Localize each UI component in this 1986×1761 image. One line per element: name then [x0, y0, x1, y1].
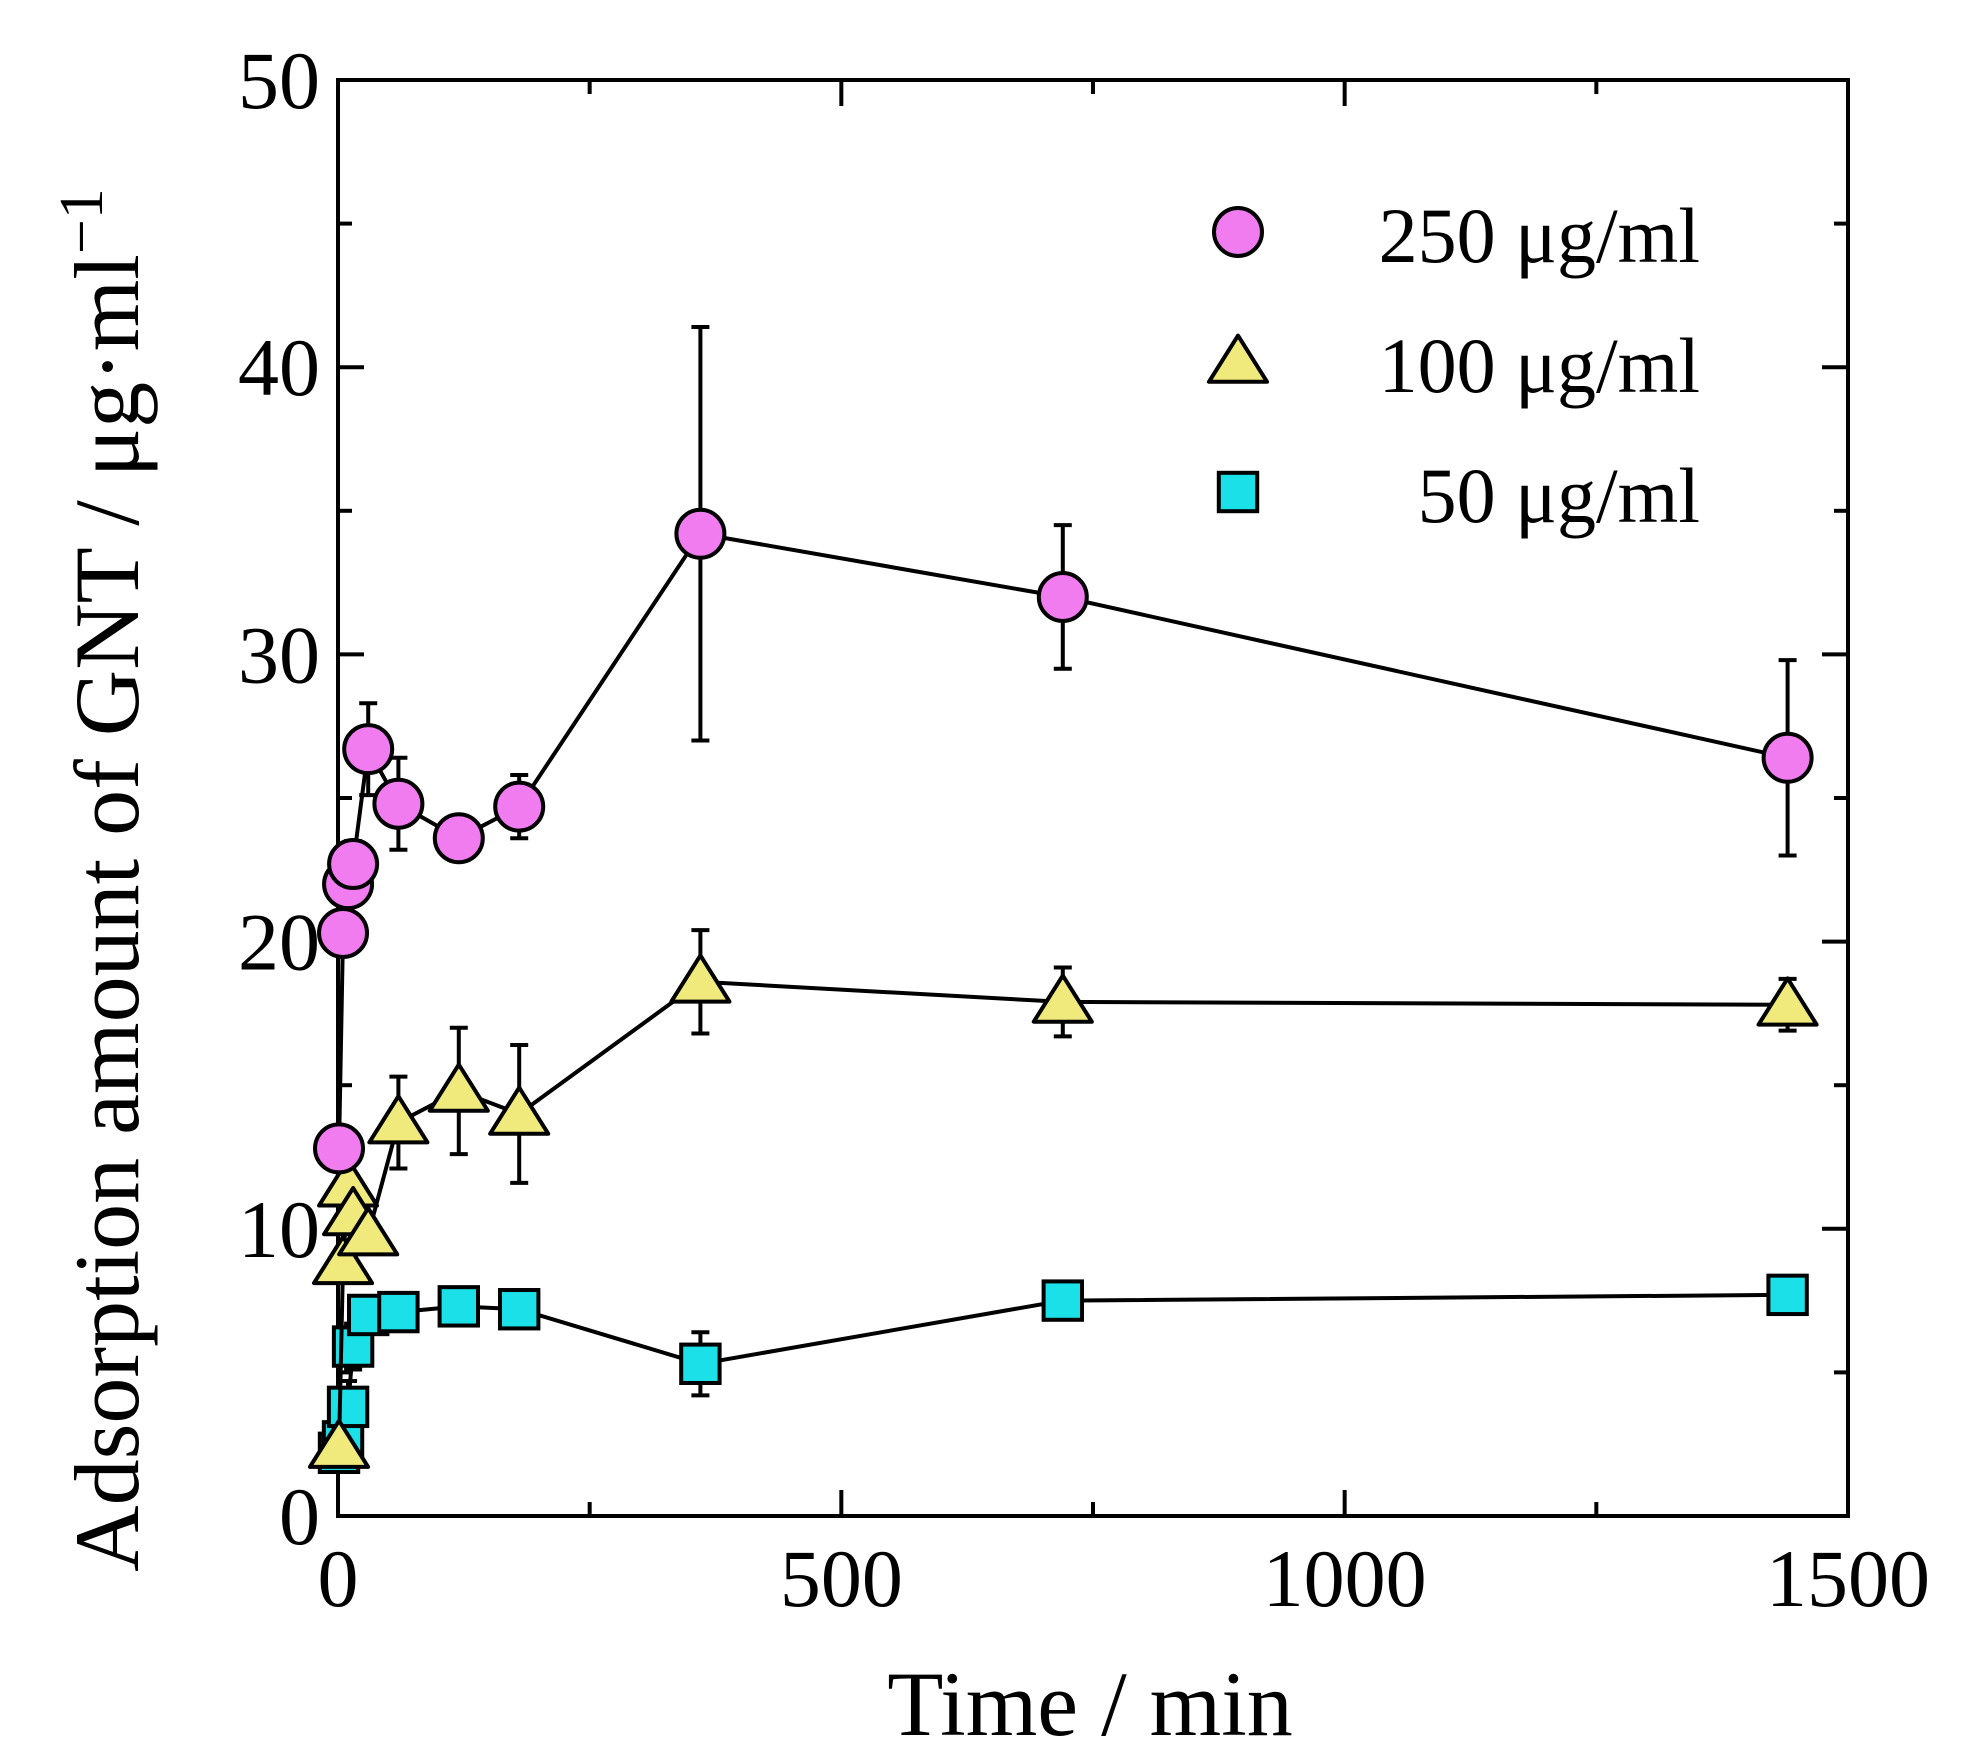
data-point: [488, 1085, 551, 1136]
data-point: [669, 953, 732, 1004]
legend-label: 100 μg/ml: [1379, 322, 1700, 409]
data-point: [317, 906, 370, 959]
legend-label: 250 μg/ml: [1379, 192, 1700, 279]
data-point: [1756, 976, 1819, 1027]
y-axis-title: Adsorption amount of GNT / μg·ml−1: [48, 188, 158, 1572]
data-point: [337, 1206, 400, 1257]
y-tick-label: 50: [238, 35, 320, 126]
data-point: [498, 1288, 541, 1331]
data-point: [1041, 1279, 1084, 1322]
data-point: [674, 507, 727, 560]
data-point: [372, 777, 425, 830]
data-point: [311, 1234, 375, 1286]
data-point: [342, 723, 395, 776]
legend-marker-triangle: [1206, 333, 1270, 384]
legend: 250 μg/ml 100 μg/ml 50 μg/ml: [1206, 192, 1700, 539]
legend-marker-square: [1216, 470, 1260, 514]
x-axis-title: Time / min: [887, 1653, 1293, 1755]
y-axis-title-main: Adsorption amount of GNT / μg·ml: [56, 254, 158, 1572]
series-square: [317, 1273, 1809, 1475]
data-point: [327, 838, 380, 891]
series-triangle: [307, 928, 1819, 1469]
data-point: [1036, 570, 1089, 623]
data-point: [679, 1342, 722, 1385]
y-axis-title-superscript: −1: [48, 188, 116, 254]
data-point: [1031, 973, 1094, 1024]
legend-label: 50 μg/ml: [1418, 452, 1700, 539]
data-point: [427, 1062, 490, 1113]
data-point: [313, 1122, 366, 1175]
series-circle: [313, 324, 1814, 1175]
data-point: [437, 1285, 481, 1328]
x-tick-label: 0: [318, 1533, 359, 1624]
data-point: [432, 812, 485, 865]
y-tick-label: 20: [238, 897, 320, 988]
y-tick-label: 0: [279, 1471, 320, 1562]
x-tick-label: 1000: [1263, 1533, 1427, 1624]
series-layer: [307, 324, 1819, 1475]
data-point: [326, 1385, 370, 1429]
y-tick-label: 40: [238, 322, 320, 413]
data-point: [367, 1094, 430, 1145]
axis-labels: Time / min Adsorption amount of GNT / μg…: [48, 188, 1293, 1755]
data-point: [1766, 1273, 1809, 1317]
x-tick-label: 500: [780, 1533, 903, 1624]
y-tick-label: 30: [238, 609, 320, 700]
series-line: [337, 979, 1788, 1448]
data-point: [377, 1290, 420, 1334]
x-tick-label: 1500: [1766, 1533, 1930, 1624]
data-point: [493, 780, 546, 833]
data-point: [1761, 731, 1814, 784]
legend-marker-circle: [1212, 206, 1264, 258]
y-tick-label: 10: [238, 1184, 320, 1275]
data-point: [307, 1418, 371, 1469]
axis-ticks: 0 500 1000 1500 0 10 20 30 40 50: [238, 35, 1930, 1624]
